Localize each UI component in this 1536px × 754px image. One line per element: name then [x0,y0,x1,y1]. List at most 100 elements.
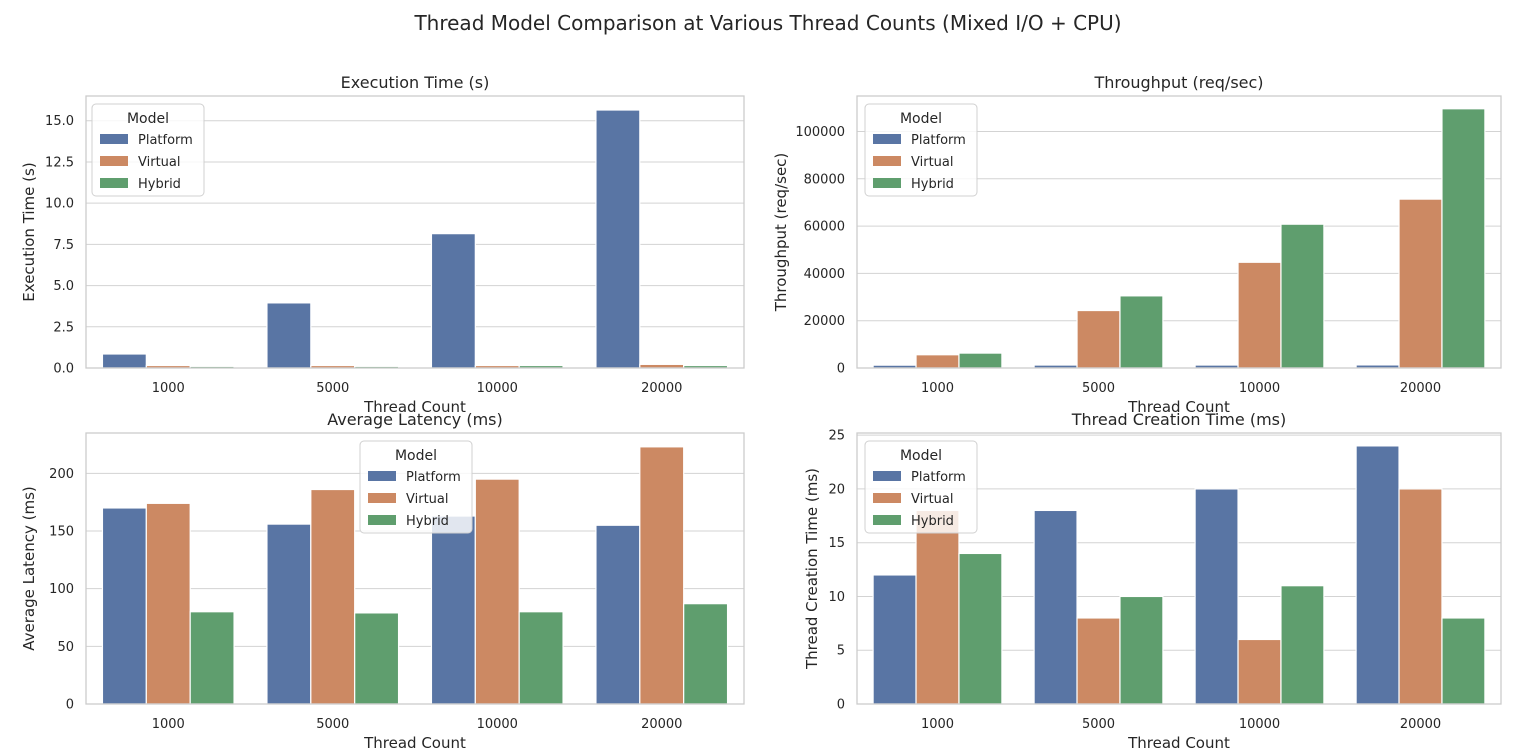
x-axis-label: Thread Count [1127,398,1230,416]
y-tick-label: 150 [49,525,74,540]
legend-title: Model [127,111,169,127]
bar-platform-1000 [101,353,147,369]
bar-hybrid-5000 [1119,595,1164,705]
y-tick-label: 40000 [804,267,845,282]
legend-label-platform: Platform [406,470,461,485]
plot-frame [85,95,745,369]
legend-label-virtual: Virtual [406,492,448,507]
y-tick-label: 20000 [804,314,845,329]
x-tick-label: 1000 [921,381,954,396]
x-tick-label: 10000 [477,381,518,396]
legend-swatch-virtual [873,493,901,503]
legend-swatch-hybrid [873,515,901,525]
plot-frame [856,95,1502,369]
y-tick-label: 15 [828,536,845,551]
y-tick-label: 5 [837,644,845,659]
x-tick-label: 20000 [641,717,682,732]
y-tick-label: 100000 [795,125,845,140]
bar-hybrid-1000 [189,611,235,705]
bar-hybrid-5000 [354,612,400,705]
bar-platform-10000 [1194,488,1239,705]
chart-panel-3: Average Latency (ms) 0 50 100 150 200 1000 5000… [20,410,745,752]
x-tick-label: 1000 [152,717,185,732]
y-tick-label: 80000 [804,172,845,187]
legend-swatch-hybrid [100,178,128,188]
panel-title: Execution Time (s) [341,73,490,92]
legend-label-virtual: Virtual [911,155,953,170]
legend-swatch-virtual [368,493,396,503]
bar-hybrid-10000 [518,611,564,705]
x-tick-label: 1000 [921,717,954,732]
bar-hybrid-5000 [1119,295,1164,369]
bar-virtual-20000 [1398,198,1443,369]
legend-box [91,103,205,197]
legend-label-virtual: Virtual [911,492,953,507]
legend-title: Model [900,111,942,127]
x-axis-label: Thread Count [363,734,466,752]
bar-platform-1000 [101,507,147,705]
legend-swatch-platform [100,134,128,144]
bar-virtual-10000 [1237,261,1282,369]
bar-hybrid-1000 [958,552,1003,705]
bar-hybrid-20000 [1441,108,1486,369]
chart-panels: Execution Time (s) 0.0 2.5 5.0 7.5 10.0 12.5 15… [20,73,1502,752]
legend-label-virtual: Virtual [138,155,180,170]
panel-title: Throughput (req/sec) [1093,73,1263,92]
bar-hybrid-20000 [1441,617,1486,705]
y-tick-label: 60000 [804,220,845,235]
y-tick-label: 100 [49,582,74,597]
legend-label-platform: Platform [911,133,966,148]
y-axis-label: Average Latency (ms) [20,486,38,651]
bar-platform-5000 [266,523,312,705]
legend-label-hybrid: Hybrid [138,177,181,192]
figure-title: Thread Model Comparison at Various Threa… [413,11,1121,35]
y-tick-label: 200 [49,467,74,482]
bar-platform-5000 [1033,509,1078,705]
y-axis-label: Throughput (req/sec) [772,153,790,313]
bar-virtual-10000 [1237,638,1282,705]
y-tick-label: 0 [837,362,845,377]
bar-virtual-5000 [1076,309,1121,369]
panel-title: Average Latency (ms) [327,410,503,429]
y-tick-label: 0 [837,698,845,713]
x-tick-label: 20000 [1400,381,1441,396]
legend-box [864,440,978,534]
x-tick-label: 1000 [152,381,185,396]
bar-platform-1000 [872,574,917,705]
legend-swatch-platform [368,471,396,481]
x-tick-label: 5000 [316,717,349,732]
y-tick-label: 0 [66,698,74,713]
bar-virtual-20000 [639,446,685,705]
bar-hybrid-10000 [1280,585,1325,705]
legend-swatch-hybrid [873,178,901,188]
chart-panel-4: Thread Creation Time (ms) 0 5 10 15 20 25 1000 5… [803,410,1502,752]
legend: Model Platform Virtual Hybrid [864,103,978,197]
y-tick-label: 5.0 [53,279,74,294]
y-tick-label: 12.5 [45,155,74,170]
y-tick-label: 0.0 [53,362,74,377]
bar-platform-10000 [430,515,476,705]
y-axis-label: Thread Creation Time (ms) [803,468,821,670]
x-tick-label: 10000 [477,717,518,732]
bar-virtual-1000 [145,502,191,705]
y-tick-label: 50 [57,640,74,655]
bar-platform-20000 [595,524,641,705]
legend-label-platform: Platform [911,470,966,485]
plot-frame [856,432,1502,705]
legend-swatch-virtual [100,156,128,166]
bar-virtual-5000 [1076,617,1121,705]
x-tick-label: 20000 [1400,717,1441,732]
chart-panel-1: Execution Time (s) 0.0 2.5 5.0 7.5 10.0 12.5 15… [20,73,745,416]
x-tick-label: 5000 [316,381,349,396]
bar-virtual-5000 [310,488,356,705]
x-tick-label: 5000 [1082,717,1115,732]
legend-swatch-platform [873,471,901,481]
legend: Model Platform Virtual Hybrid [91,103,205,197]
x-tick-label: 10000 [1239,381,1280,396]
bar-platform-5000 [266,302,312,369]
bar-virtual-20000 [1398,488,1443,705]
plot-frame [85,432,745,705]
legend-label-hybrid: Hybrid [911,514,954,529]
y-tick-label: 25 [828,429,845,444]
